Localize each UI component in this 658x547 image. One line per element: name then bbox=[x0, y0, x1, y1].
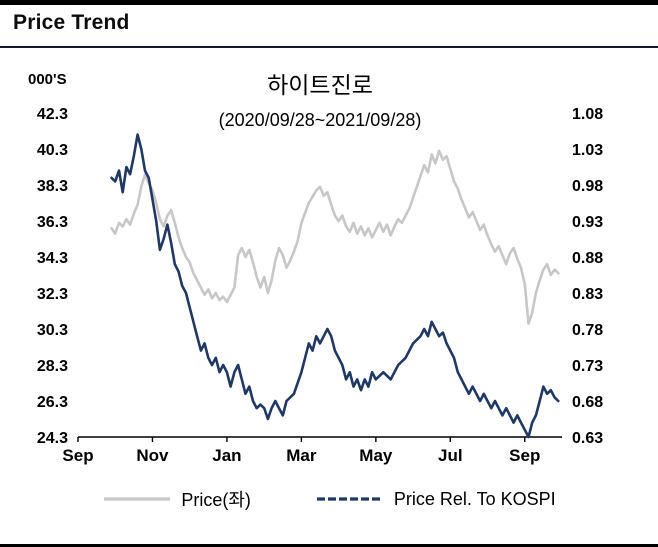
price-rel-kospi-line-swatch-icon bbox=[316, 497, 383, 501]
header: Price Trend bbox=[13, 11, 130, 35]
chart-date-range-subtitle: (2020/09/28~2021/09/28) bbox=[218, 110, 422, 130]
header-divider bbox=[0, 46, 658, 48]
page-title: Price Trend bbox=[13, 11, 130, 34]
x-axis-tick-label: Sep bbox=[62, 446, 93, 465]
right-axis-tick-label: 0.83 bbox=[572, 286, 603, 303]
chart-legend: Price(좌) Price Rel. To KOSPI bbox=[0, 486, 658, 512]
x-axis-tick-label: Mar bbox=[286, 446, 317, 465]
right-axis-tick-label: 0.63 bbox=[572, 430, 603, 447]
right-axis-tick-label: 0.88 bbox=[572, 250, 603, 267]
right-axis-tick-label: 1.08 bbox=[572, 106, 603, 123]
chart-svg: 42.3 40.3 38.3 36.3 34.3 32.3 30.3 28.3 26.3 24.3… bbox=[37, 106, 603, 465]
right-axis-tick-label: 0.98 bbox=[572, 178, 603, 195]
x-axis-tick-label: Nov bbox=[136, 446, 169, 465]
left-axis-tick-label: 30.3 bbox=[37, 322, 68, 339]
legend-label-price-rel-kospi: Price Rel. To KOSPI bbox=[393, 488, 556, 509]
right-axis-tick-label: 1.03 bbox=[572, 142, 603, 159]
x-axis-tick-label: May bbox=[359, 446, 393, 465]
left-axis-tick-label: 28.3 bbox=[37, 358, 68, 375]
left-axis-tick-label: 40.3 bbox=[37, 142, 68, 159]
legend-label-price: Price(좌) bbox=[181, 490, 251, 510]
price-series-line bbox=[110, 149, 560, 325]
left-axis-units-label: 000'S bbox=[28, 71, 67, 88]
left-axis-tick-label: 26.3 bbox=[37, 394, 68, 411]
chart-title: 하이트진로 bbox=[267, 72, 373, 98]
left-axis-tick-label: 38.3 bbox=[37, 178, 68, 195]
right-axis-tick-label: 0.93 bbox=[572, 214, 603, 231]
price-rel-kospi-series-line bbox=[110, 133, 560, 439]
x-axis-tick-label: Jan bbox=[212, 446, 241, 465]
legend-item-price: Price(좌) bbox=[102, 486, 251, 512]
left-axis-tick-label: 32.3 bbox=[37, 286, 68, 303]
right-axis-tick-label: 0.73 bbox=[572, 358, 603, 375]
left-axis-tick-label: 24.3 bbox=[37, 430, 68, 447]
bottom-border-bar bbox=[0, 544, 658, 547]
left-axis-tick-label: 42.3 bbox=[37, 106, 68, 123]
legend-item-price-rel-kospi: Price Rel. To KOSPI bbox=[315, 489, 556, 510]
right-axis-tick-label: 0.68 bbox=[572, 394, 603, 411]
x-axis-tick-label: Jul bbox=[438, 446, 463, 465]
x-axis-tick-label: Sep bbox=[509, 446, 540, 465]
left-axis-tick-label: 34.3 bbox=[37, 250, 68, 267]
left-axis-tick-label: 36.3 bbox=[37, 214, 68, 231]
price-line-swatch-icon bbox=[104, 497, 171, 501]
price-chart: 000'S 하이트진로 (2020/09/28~2021/09/28) 42.3… bbox=[0, 50, 658, 478]
right-axis-tick-label: 0.78 bbox=[572, 322, 603, 339]
top-border-bar bbox=[0, 0, 658, 5]
